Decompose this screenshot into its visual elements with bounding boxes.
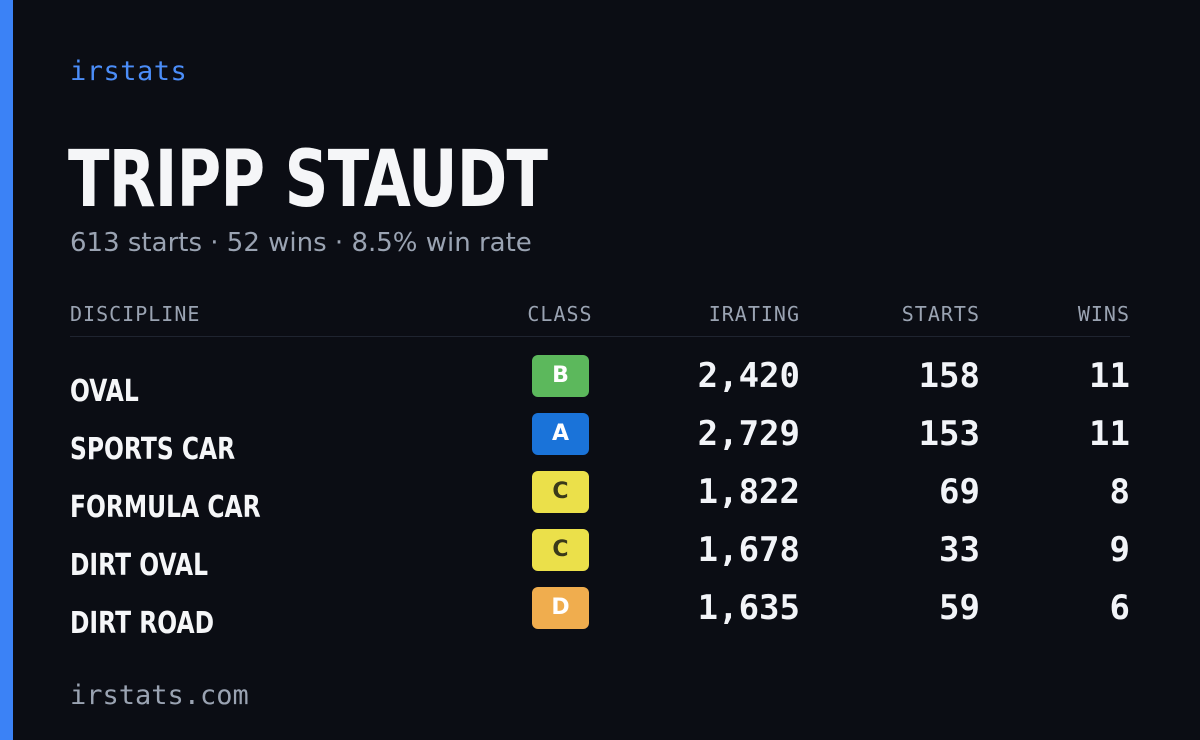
irating-value: 1,822 <box>697 472 800 512</box>
irating-value: 2,729 <box>697 414 800 454</box>
header-wins: WINS <box>1077 302 1130 326</box>
discipline-name: DIRT ROAD <box>70 606 215 641</box>
class-badge: B <box>532 355 589 397</box>
discipline-name: DIRT OVAL <box>70 548 209 583</box>
wins-value: 11 <box>1089 356 1130 396</box>
table-header: DISCIPLINE CLASS IRATING STARTS WINS <box>70 298 1130 337</box>
starts-value: 158 <box>918 356 980 396</box>
discipline-name: SPORTS CAR <box>70 432 236 467</box>
wins-value: 8 <box>1109 472 1130 512</box>
driver-name: TRIPP STAUDT <box>68 135 548 225</box>
footer-url: irstats.com <box>70 680 249 711</box>
starts-value: 153 <box>918 414 980 454</box>
driver-summary: 613 starts · 52 wins · 8.5% win rate <box>70 228 532 258</box>
table-row: DIRT ROAD D 1,635 59 6 <box>70 584 1130 642</box>
brand-logo-text: irstats <box>70 56 188 87</box>
table-row: DIRT OVAL C 1,678 33 9 <box>70 526 1130 584</box>
wins-value: 6 <box>1109 588 1130 628</box>
header-irating: IRATING <box>708 302 800 326</box>
wins-value: 9 <box>1109 530 1130 570</box>
class-badge: D <box>532 587 589 629</box>
discipline-table: DISCIPLINE CLASS IRATING STARTS WINS OVA… <box>70 298 1130 642</box>
header-discipline: DISCIPLINE <box>70 302 201 326</box>
starts-value: 33 <box>939 530 980 570</box>
starts-value: 59 <box>939 588 980 628</box>
accent-bar <box>0 0 13 740</box>
header-starts: STARTS <box>901 302 980 326</box>
class-badge: A <box>532 413 589 455</box>
wins-value: 11 <box>1089 414 1130 454</box>
table-row: SPORTS CAR A 2,729 153 11 <box>70 410 1130 468</box>
table-body: OVAL B 2,420 158 11 SPORTS CAR A 2,729 1… <box>70 337 1130 642</box>
irating-value: 1,678 <box>697 530 800 570</box>
starts-value: 69 <box>939 472 980 512</box>
class-badge: C <box>532 471 589 513</box>
discipline-name: OVAL <box>70 374 139 409</box>
table-row: OVAL B 2,420 158 11 <box>70 352 1130 410</box>
table-row: FORMULA CAR C 1,822 69 8 <box>70 468 1130 526</box>
irating-value: 1,635 <box>697 588 800 628</box>
discipline-name: FORMULA CAR <box>70 490 261 525</box>
class-badge: C <box>532 529 589 571</box>
irating-value: 2,420 <box>697 356 800 396</box>
header-class: CLASS <box>527 302 593 326</box>
